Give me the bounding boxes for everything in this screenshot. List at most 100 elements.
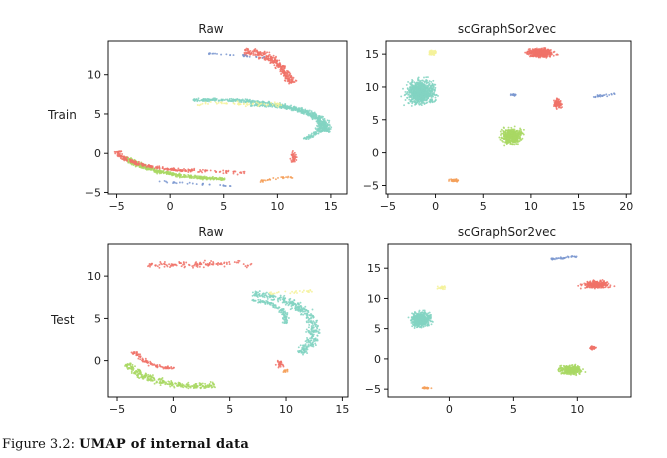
scatter-point-green xyxy=(153,379,156,381)
scatter-point-green xyxy=(507,126,510,129)
scatter-point-teal xyxy=(304,343,307,346)
scatter-point-red xyxy=(248,52,251,55)
scatter-point-teal xyxy=(307,326,310,329)
scatter-point-red xyxy=(291,160,294,163)
scatter-point-blue xyxy=(174,181,176,184)
x-tick-label: 10 xyxy=(524,200,538,213)
scatter-point-red xyxy=(281,65,284,68)
scatter-point-red xyxy=(222,169,225,172)
scatter-point-teal xyxy=(434,96,437,99)
scatter-point-orange xyxy=(286,176,289,179)
scatter-point-red xyxy=(555,108,558,110)
scatter-point-teal xyxy=(307,321,310,324)
scatter-point-red xyxy=(295,159,298,161)
scatter-point-red xyxy=(284,79,287,82)
scatter-point-red xyxy=(148,264,151,267)
scatter-point-yellow xyxy=(259,103,262,106)
scatter-point-yellow xyxy=(237,103,240,106)
scatter-point-yellow xyxy=(217,101,220,104)
scatter-point-blue xyxy=(220,53,223,56)
scatter-point-red xyxy=(549,55,551,58)
scatter-point-yellow xyxy=(294,290,297,293)
scatter-point-red xyxy=(290,153,293,156)
scatter-point-green xyxy=(156,381,158,384)
scatter-point-teal xyxy=(262,300,265,303)
scatter-point-green xyxy=(499,130,502,133)
scatter-point-green xyxy=(503,136,506,139)
scatter-point-teal xyxy=(434,83,437,86)
scatter-point-yellow xyxy=(307,289,310,292)
scatter-point-blue xyxy=(605,93,608,96)
scatter-point-blue xyxy=(610,93,613,96)
scatter-point-green xyxy=(180,384,183,387)
row-label-train: Train xyxy=(47,108,77,122)
scatter-point-red xyxy=(193,167,196,170)
scatter-point-teal xyxy=(322,118,324,121)
scatter-point-teal xyxy=(263,296,266,299)
scatter-point-red xyxy=(158,165,161,168)
scatter-point-blue xyxy=(596,94,599,97)
scatter-point-red xyxy=(180,262,183,265)
scatter-point-teal xyxy=(305,321,308,324)
scatter-point-teal xyxy=(325,122,328,125)
panel-title-train-scgraphsor2vec: scGraphSor2vec xyxy=(458,22,556,36)
x-tick-label: 5 xyxy=(220,200,227,213)
scatter-point-blue xyxy=(178,181,181,184)
scatter-point-yellow xyxy=(239,103,242,106)
scatter-point-yellow xyxy=(280,104,283,106)
scatter-point-teal xyxy=(409,100,412,103)
scatter-point-red xyxy=(294,156,297,159)
scatter-point-teal xyxy=(242,99,245,102)
scatter-point-red xyxy=(199,261,202,264)
scatter-point-teal xyxy=(416,81,419,84)
scatter-point-red xyxy=(196,265,199,268)
scatter-point-green xyxy=(518,129,521,132)
scatter-point-green xyxy=(210,386,213,389)
x-tick-label: −5 xyxy=(380,200,396,213)
scatter-point-red xyxy=(290,79,293,82)
scatter-point-blue xyxy=(263,55,266,58)
scatter-point-orange xyxy=(272,177,275,179)
scatter-point-green xyxy=(143,375,146,377)
scatter-point-teal xyxy=(263,294,266,297)
scatter-point-teal xyxy=(426,92,429,95)
scatter-point-green xyxy=(221,177,224,180)
scatter-point-teal xyxy=(430,96,433,99)
scatter-point-red xyxy=(526,50,529,53)
scatter-point-red xyxy=(261,54,264,57)
scatter-point-teal xyxy=(298,109,301,111)
scatter-point-orange xyxy=(274,178,277,181)
scatter-point-green xyxy=(510,126,513,129)
scatter-point-teal xyxy=(316,122,319,124)
scatter-point-blue xyxy=(244,54,247,57)
scatter-point-teal xyxy=(261,293,264,295)
scatter-point-red xyxy=(154,264,157,267)
scatter-points xyxy=(124,259,321,390)
scatter-point-teal xyxy=(417,77,419,80)
scatter-point-teal xyxy=(228,98,231,100)
scatter-point-red xyxy=(120,150,123,153)
scatter-point-teal xyxy=(327,121,330,124)
scatter-point-teal xyxy=(212,97,215,100)
scatter-point-green xyxy=(504,131,507,133)
scatter-point-teal xyxy=(294,302,297,305)
scatter-point-red xyxy=(208,262,211,264)
scatter-point-teal xyxy=(431,93,434,96)
scatter-point-green xyxy=(512,129,515,132)
scatter-point-green xyxy=(516,137,519,140)
scatter-point-teal xyxy=(409,85,412,88)
scatter-point-red xyxy=(294,79,297,82)
scatter-point-teal xyxy=(414,96,416,98)
scatter-point-teal xyxy=(207,99,210,102)
scatter-point-yellow xyxy=(263,103,266,105)
scatter-point-red xyxy=(200,263,203,266)
scatter-point-green xyxy=(510,143,513,146)
scatter-point-green xyxy=(204,382,207,385)
scatter-point-red xyxy=(271,59,274,62)
scatter-point-yellow xyxy=(289,292,292,295)
scatter-point-teal xyxy=(428,82,431,85)
scatter-point-green xyxy=(516,140,519,143)
scatter-point-teal xyxy=(326,125,329,128)
scatter-point-teal xyxy=(418,91,420,94)
